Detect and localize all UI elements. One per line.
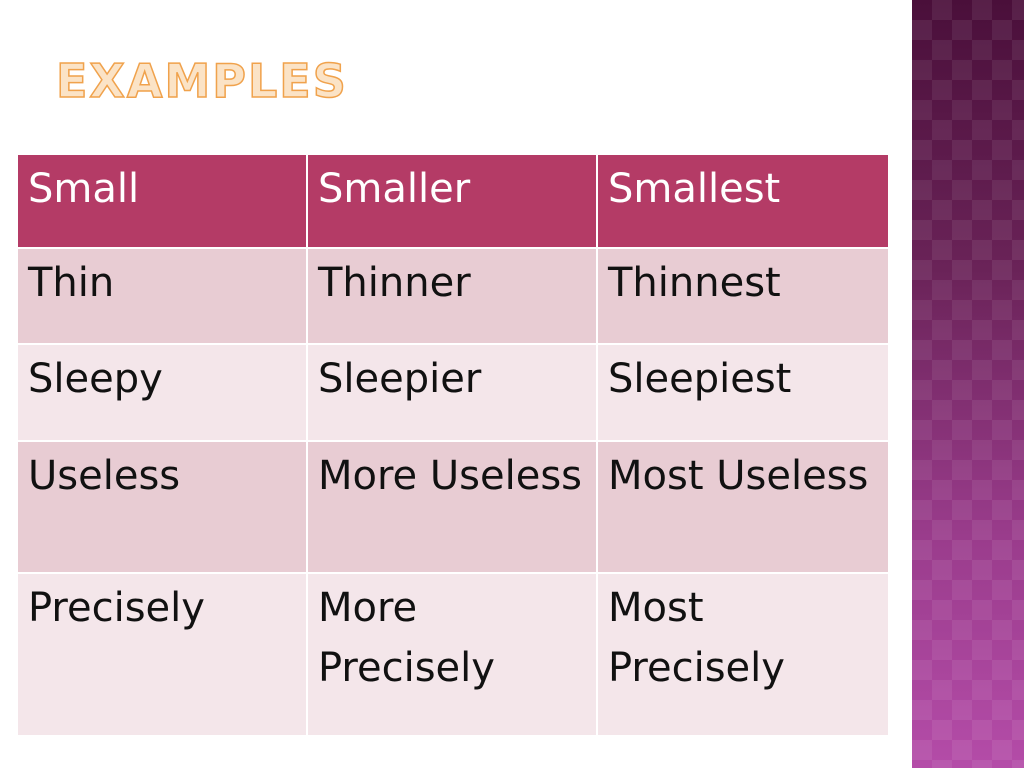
cell-superlative: Most Useless xyxy=(596,440,890,574)
cell-positive: Thin xyxy=(16,247,308,345)
cell-comparative: Sleepier xyxy=(306,343,598,442)
table-row: Sleepy Sleepier Sleepiest xyxy=(16,343,890,442)
cell-positive: Useless xyxy=(16,440,308,574)
cell-comparative: Thinner xyxy=(306,247,598,345)
table-row: Precisely More Precisely Most Precisely xyxy=(16,572,890,737)
cell-superlative: Thinnest xyxy=(596,247,890,345)
cell-positive: Precisely xyxy=(16,572,308,737)
decorative-side-band xyxy=(912,0,1024,768)
cell-superlative: Sleepiest xyxy=(596,343,890,442)
table-row: Useless More Useless Most Useless xyxy=(16,440,890,574)
slide-title: EXAMPLES xyxy=(55,54,348,108)
cell-comparative: More Precisely xyxy=(306,572,598,737)
examples-table: Small Smaller Smallest Thin Thinner Thin… xyxy=(16,153,890,737)
header-cell-comparative: Smaller xyxy=(306,153,598,249)
cell-positive: Sleepy xyxy=(16,343,308,442)
header-cell-superlative: Smallest xyxy=(596,153,890,249)
table-header-row: Small Smaller Smallest xyxy=(16,153,890,249)
cell-superlative: Most Precisely xyxy=(596,572,890,737)
header-cell-positive: Small xyxy=(16,153,308,249)
table-row: Thin Thinner Thinnest xyxy=(16,247,890,345)
cell-comparative: More Useless xyxy=(306,440,598,574)
